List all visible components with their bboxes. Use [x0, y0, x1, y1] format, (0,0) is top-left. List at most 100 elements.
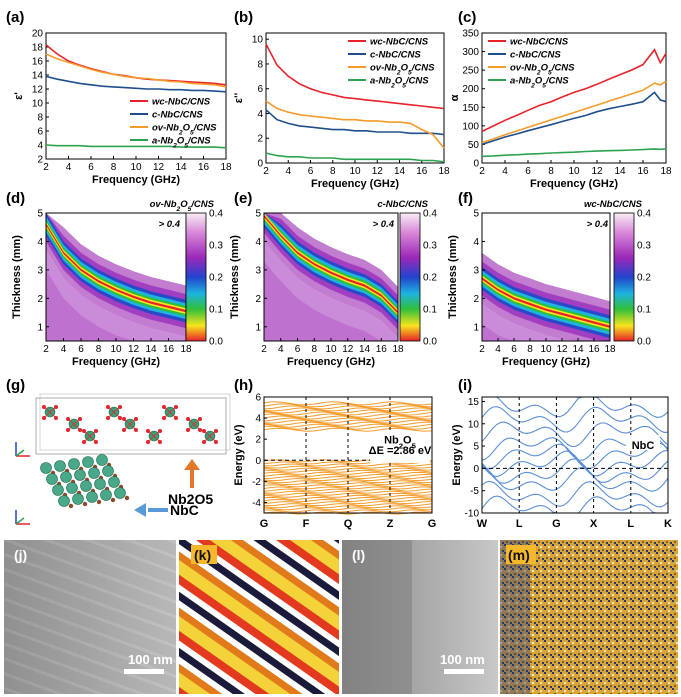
y-tick-label: 5	[255, 209, 261, 220]
phase-map-m	[500, 540, 678, 694]
o-atom	[198, 428, 202, 432]
series-line-wc	[45, 44, 227, 86]
legend-label-wc: wc-NbC/CNS	[510, 37, 569, 48]
y-axis-label: Thickness (mm)	[11, 235, 23, 319]
nbc-nb-atom	[72, 493, 84, 505]
legend-label-ov: ov-Nb2O5/CNS	[370, 63, 435, 77]
x-axis-label: Frequency (GHz)	[287, 356, 375, 368]
y-tick-label: 2	[37, 155, 43, 166]
legend-label-wc: wc-NbC/CNS	[152, 97, 211, 108]
x-tick-label: 8	[527, 344, 533, 355]
o-atom	[106, 416, 110, 420]
legend-label-c: c-NbC/CNS	[152, 110, 203, 121]
colorbar-tick: 0.2	[637, 273, 651, 284]
tem-image-j-fringes	[4, 540, 176, 694]
band-structure-nbc: W L G X L K -10 -5 0 5 10 15 Energy (eV) NbC	[451, 396, 672, 530]
o-atom	[134, 417, 138, 421]
legend-label-wc: wc-NbC/CNS	[370, 37, 429, 48]
y-tick-label: 50	[468, 140, 480, 151]
y-tick-label: 20	[32, 29, 44, 40]
legend-label-c: c-NbC/CNS	[370, 50, 421, 61]
k-point-label: F	[303, 518, 310, 530]
panel-m-badge	[506, 545, 536, 564]
nbc-nb-atom	[108, 476, 120, 488]
o-atom	[54, 416, 58, 420]
colorbar-tick: 0.1	[423, 305, 437, 316]
scalebar-j-label: 100 nm	[128, 652, 173, 667]
x-tick-label: 8	[311, 344, 317, 355]
x-tick-label: 12	[591, 166, 603, 177]
o-atom	[158, 440, 162, 444]
band-material-label: NbC	[632, 440, 655, 452]
o-atom	[118, 416, 122, 420]
nbc-c-atom	[82, 501, 88, 507]
conduction-band	[263, 409, 433, 414]
colorbar	[399, 212, 421, 342]
y-tick-label: 3	[255, 265, 261, 276]
panel-l-label: (l)	[352, 547, 365, 563]
axis-triad-top	[15, 442, 30, 457]
o-atom	[94, 429, 98, 433]
colorbar-tick: 0.1	[637, 305, 651, 316]
heatmap-mid-region	[46, 250, 186, 341]
legend-label-a: a-Nb2O5/CNS	[510, 76, 569, 90]
y-tick-label: 10	[252, 35, 264, 46]
k-point-label: Q	[344, 518, 353, 530]
o-atom	[146, 429, 150, 433]
x-tick-label: 18	[220, 162, 232, 173]
y-tick-label: 4	[257, 109, 263, 120]
y-tick-label: 250	[462, 66, 479, 77]
o-atom	[174, 416, 178, 420]
x-tick-label: 2	[43, 344, 49, 355]
k-point-label: Z	[387, 518, 394, 530]
nb2o5-arrow-head	[184, 459, 200, 470]
nbc-nb-atom	[52, 484, 64, 496]
y-tick-label: 8	[257, 59, 263, 70]
legend-label-c: c-NbC/CNS	[510, 50, 561, 61]
x-tick-label: 12	[342, 344, 354, 355]
y-tick-label: 150	[462, 103, 479, 114]
legend-label-ov: ov-Nb2O5/CNS	[510, 63, 575, 77]
panel-d-label: (d)	[6, 190, 25, 207]
nbc-nb-atom	[114, 487, 126, 499]
o-atom	[186, 428, 190, 432]
panel-k-badge	[191, 545, 217, 564]
y-tick-label: 4	[37, 141, 43, 152]
y-tick-label: 1	[255, 322, 261, 333]
k-point-label: G	[552, 518, 561, 530]
y-tick-label: 2	[473, 294, 479, 305]
panel-f-label: (f)	[458, 190, 473, 207]
nb2o5-cell-back	[39, 393, 231, 451]
heatmap-note: > 0.4	[159, 219, 181, 230]
y-axis-label: ε''	[233, 92, 245, 103]
x-tick-label: 8	[330, 166, 336, 177]
y-tick-label: 2	[257, 134, 263, 145]
x-tick-label: 4	[61, 344, 67, 355]
o-atom	[174, 405, 178, 409]
o-atom	[106, 405, 110, 409]
colorbar-tick: 0.0	[423, 337, 437, 348]
heatmap-band-3	[264, 213, 398, 321]
x-tick-label: 6	[511, 344, 517, 355]
colorbar-tick: 0.4	[423, 209, 437, 220]
x-tick-label: 14	[572, 344, 584, 355]
series-line-ov	[265, 100, 445, 149]
band-material-label: Nb2O5	[384, 434, 417, 450]
phase-map-m-edge	[500, 540, 530, 694]
k-point-label: W	[477, 518, 488, 530]
y-tick-label: 1	[473, 322, 479, 333]
y-axis-label: Thickness (mm)	[447, 235, 459, 319]
panel-c-label: (c)	[458, 9, 476, 26]
panel-a-label: (a)	[6, 9, 24, 26]
colorbar-tick: 0.4	[637, 209, 651, 220]
nbc-nb-atom	[54, 460, 66, 472]
band-gap-label: ΔE =2.86 eV	[369, 445, 432, 457]
x-tick-label: 16	[198, 162, 210, 173]
y-tick-label: 14	[32, 71, 44, 82]
y-tick-label: 18	[32, 43, 44, 54]
x-tick-label: 18	[392, 344, 404, 355]
colorbar-tick: 0.3	[637, 241, 651, 252]
nbc-c-atom	[68, 503, 74, 509]
nbc-nb-atom	[60, 471, 72, 483]
